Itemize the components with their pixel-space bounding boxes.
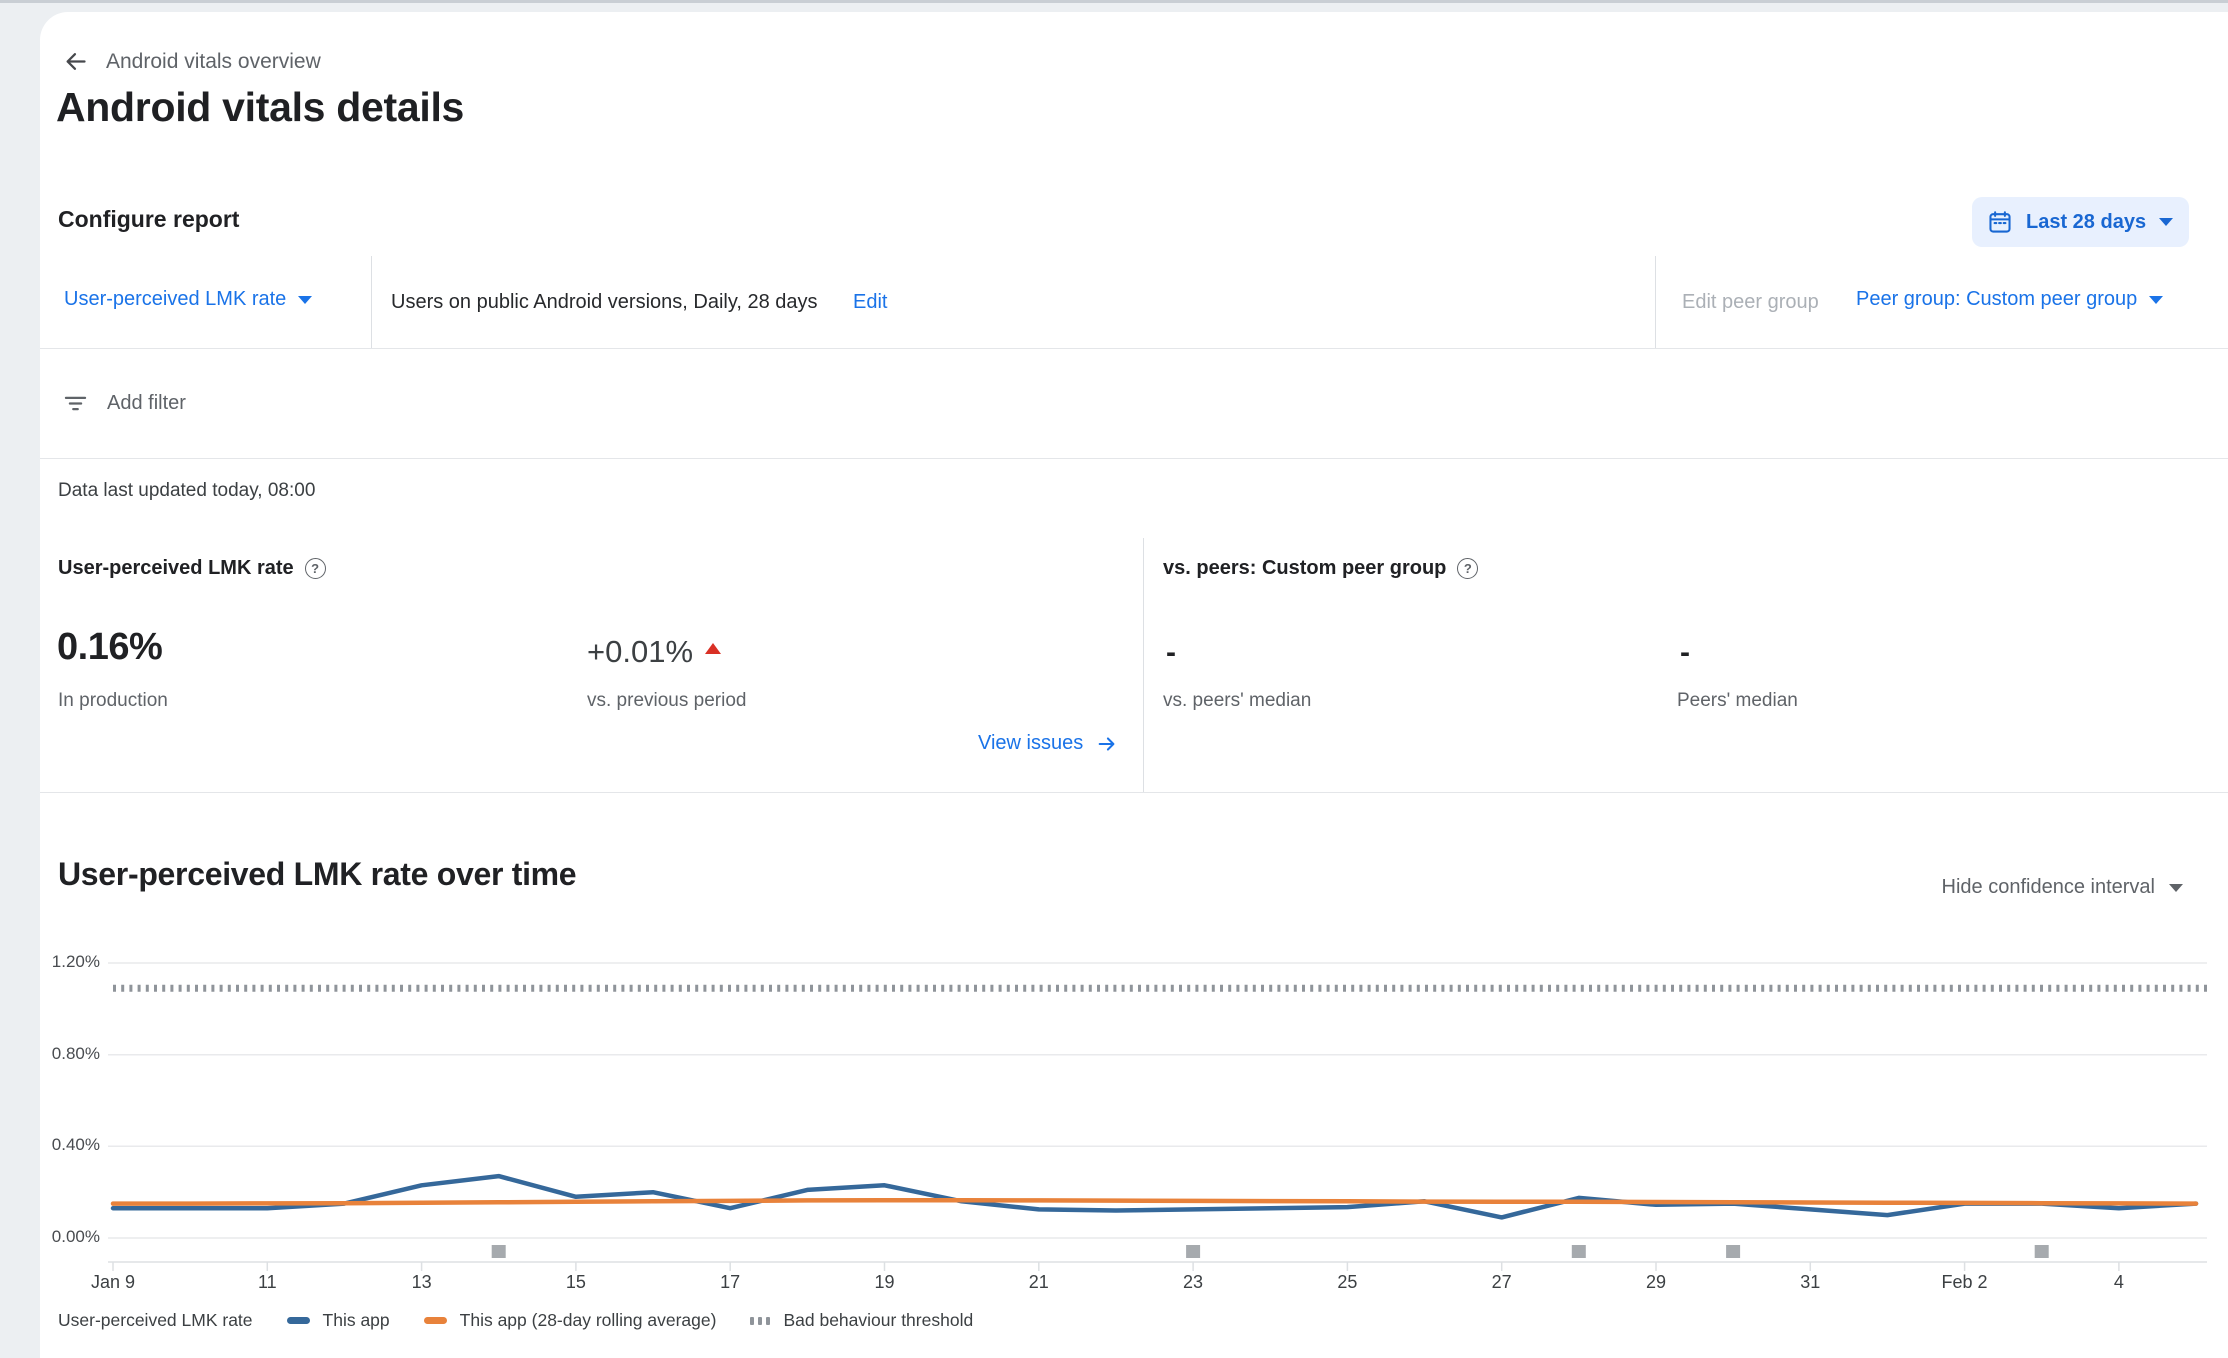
divider — [40, 792, 2228, 793]
release-marker[interactable] — [1186, 1245, 1201, 1258]
help-icon[interactable]: ? — [1457, 558, 1479, 579]
window-top-edge — [0, 0, 2228, 3]
legend-swatch — [286, 1317, 310, 1324]
x-axis-tick-label: 23 — [1183, 1272, 1204, 1292]
edit-report-link[interactable]: Edit — [853, 291, 888, 313]
x-axis-tick-label: 15 — [565, 1272, 586, 1292]
release-marker[interactable] — [1571, 1245, 1586, 1258]
legend-swatch — [423, 1317, 447, 1324]
x-axis-tick-label: 19 — [874, 1272, 895, 1292]
date-range-label: Last 28 days — [2026, 210, 2147, 233]
y-axis-tick-label: 1.20% — [51, 952, 100, 971]
confidence-interval-toggle[interactable]: Hide confidence interval — [1942, 876, 2183, 899]
peer-group-selector-label: Peer group: Custom peer group — [1856, 288, 2138, 310]
add-filter-button[interactable]: Add filter — [62, 390, 186, 417]
x-axis-tick-label: 11 — [257, 1272, 277, 1292]
y-axis-tick-label: 0.00% — [51, 1227, 100, 1246]
arrow-right-icon — [1098, 736, 1115, 751]
legend-label: Bad behaviour threshold — [783, 1310, 974, 1330]
help-icon[interactable]: ? — [304, 558, 326, 579]
x-axis-tick-label: 4 — [2113, 1272, 2124, 1292]
x-axis-tick-label: 21 — [1028, 1272, 1049, 1292]
metric-delta: +0.01% — [587, 634, 722, 670]
series-line-this-app — [110, 1173, 2199, 1220]
view-issues-link[interactable]: View issues — [978, 732, 1118, 755]
x-axis-tick-label: 13 — [411, 1272, 432, 1292]
edit-peer-group-link-disabled[interactable]: Edit peer group — [1682, 291, 1819, 313]
metric-heading-label: User-perceived LMK rate — [58, 557, 294, 579]
legend-item-threshold: Bad behaviour threshold — [750, 1310, 973, 1331]
breadcrumb[interactable]: Android vitals overview — [62, 48, 321, 75]
chevron-down-icon — [298, 295, 313, 304]
release-marker[interactable] — [2034, 1245, 2049, 1258]
breadcrumb-label[interactable]: Android vitals overview — [106, 49, 321, 73]
trend-up-icon — [705, 642, 722, 654]
date-range-button[interactable]: Last 28 days — [1972, 197, 2190, 247]
configure-report-heading: Configure report — [58, 206, 240, 232]
legend-label: This app (28-day rolling average) — [459, 1310, 717, 1330]
x-axis-tick-label: Feb 2 — [1941, 1272, 1988, 1292]
legend-item: This app (28-day rolling average) — [423, 1310, 717, 1331]
report-description: Users on public Android versions, Daily,… — [391, 291, 818, 313]
x-axis-tick-label: Jan 9 — [90, 1272, 136, 1292]
filter-icon — [64, 396, 87, 411]
peers-median-value: - — [1680, 636, 1690, 669]
metric-value-caption: In production — [58, 690, 168, 711]
x-axis-tick-label: 25 — [1337, 1272, 1358, 1292]
divider — [1143, 538, 1144, 792]
peers-heading-label: vs. peers: Custom peer group — [1163, 557, 1447, 579]
divider — [1655, 256, 1656, 348]
confidence-toggle-label: Hide confidence interval — [1941, 876, 2155, 898]
metric-delta-caption: vs. previous period — [587, 690, 747, 711]
chart-legend: User-perceived LMK rate This app This app… — [58, 1310, 973, 1331]
legend-item: This app — [286, 1310, 390, 1331]
chevron-down-icon — [2149, 295, 2164, 304]
peers-vs-median-value: - — [1166, 636, 1176, 669]
y-axis-tick-label: 0.80% — [51, 1043, 100, 1063]
page-title: Android vitals details — [56, 84, 465, 130]
peers-vs-median-caption: vs. peers' median — [1163, 690, 1312, 711]
peers-heading: vs. peers: Custom peer group ? — [1163, 557, 1479, 580]
divider — [371, 256, 372, 348]
release-marker[interactable] — [1726, 1245, 1741, 1258]
legend-title: User-perceived LMK rate — [58, 1310, 253, 1330]
metric-heading: User-perceived LMK rate ? — [58, 557, 326, 580]
lmk-rate-line-chart — [108, 962, 2207, 1271]
legend-dotted-swatch — [750, 1316, 771, 1325]
peer-group-selector-dropdown[interactable]: Peer group: Custom peer group — [1856, 288, 2164, 311]
metric-selector-label: User-perceived LMK rate — [64, 288, 287, 310]
series-line-this-app-28-day-rolling-average- — [110, 1197, 2199, 1206]
divider — [40, 348, 2228, 349]
add-filter-label: Add filter — [107, 392, 186, 414]
metric-delta-value: +0.01% — [587, 634, 694, 669]
x-axis-tick-label: 27 — [1491, 1272, 1512, 1292]
content-card — [40, 12, 2228, 1358]
x-axis-tick-label: 29 — [1645, 1272, 1666, 1292]
y-axis-tick-label: 0.40% — [51, 1135, 100, 1155]
view-issues-label: View issues — [978, 732, 1084, 754]
chevron-down-icon — [2159, 218, 2174, 226]
last-updated-status: Data last updated today, 08:00 — [58, 480, 316, 501]
metric-selector-dropdown[interactable]: User-perceived LMK rate — [64, 288, 313, 311]
legend-label: This app — [322, 1310, 390, 1330]
calendar-icon — [1989, 211, 2011, 233]
chevron-down-icon — [2169, 883, 2183, 892]
divider — [40, 458, 2228, 459]
back-arrow-icon[interactable] — [62, 48, 89, 75]
release-marker[interactable] — [491, 1245, 506, 1258]
x-axis-tick-label: 31 — [1800, 1272, 1821, 1292]
peers-median-caption: Peers' median — [1677, 690, 1798, 711]
metric-value: 0.16% — [57, 626, 163, 668]
x-axis-tick-label: 17 — [720, 1272, 741, 1292]
chart-heading: User-perceived LMK rate over time — [58, 856, 577, 892]
